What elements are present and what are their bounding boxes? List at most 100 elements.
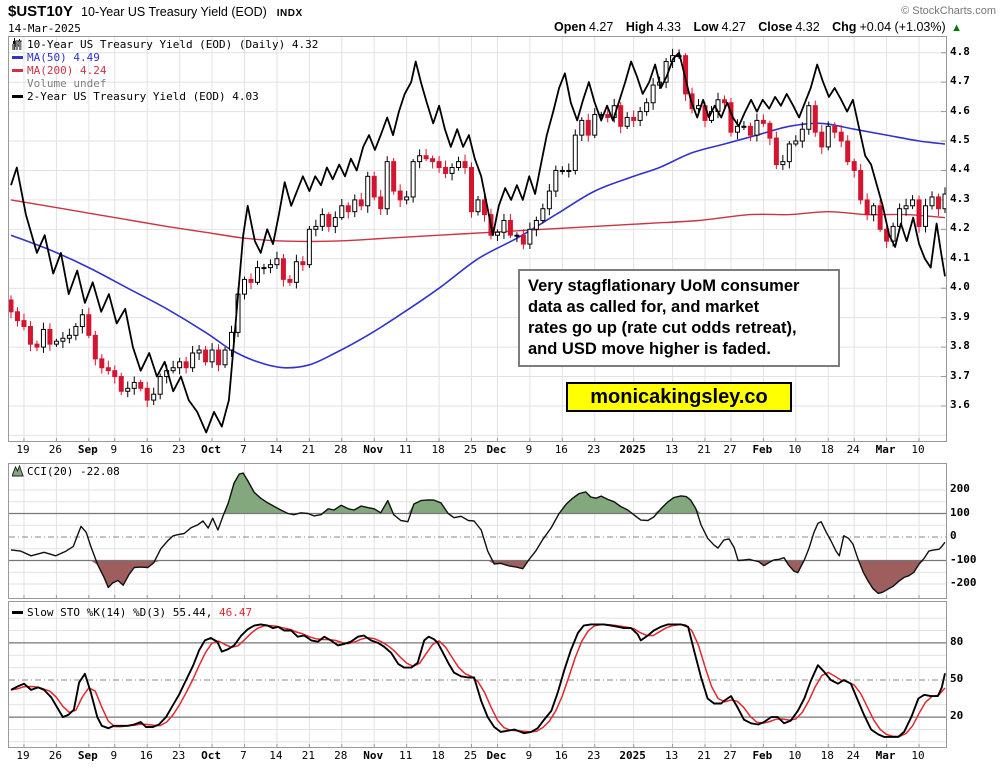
- candle-body: [916, 199, 922, 227]
- y-axis-label: 4.2: [950, 221, 970, 235]
- candle-body: [462, 161, 468, 169]
- stochastic-indicator-panel: Slow STO %K(14) %D(3) 55.44, 46.47: [8, 601, 947, 748]
- two-year-line: [10, 51, 946, 434]
- annotation-line: Very stagflationary UoM consumer: [528, 277, 800, 295]
- candle-body: [786, 143, 792, 163]
- x-axis-label: 23: [587, 749, 601, 762]
- sto-d-line: [10, 623, 946, 738]
- candle-body: [579, 119, 585, 136]
- candle-body: [183, 361, 189, 369]
- candle-body: [138, 381, 144, 389]
- x-axis-label: Dec: [486, 443, 507, 456]
- candle-body: [352, 199, 358, 213]
- y-axis-label: 3.7: [950, 368, 970, 382]
- x-axis-label: 9: [525, 749, 533, 762]
- y-axis-label: 200: [950, 482, 970, 495]
- candle-body: [475, 199, 481, 213]
- x-axis-label: 10: [911, 749, 925, 762]
- exchange-label: INDX: [276, 8, 303, 19]
- candle-body: [248, 278, 254, 283]
- annotation-line: data as called for, and market: [528, 298, 760, 316]
- candle-body: [832, 125, 838, 133]
- candle-body: [683, 55, 689, 95]
- candle-body: [378, 196, 384, 210]
- y-axis-label: -100: [950, 552, 977, 566]
- annotation-line: rates go up (rate cut odds retreat),: [528, 319, 797, 337]
- candle-body: [942, 193, 946, 210]
- candle-body: [825, 125, 831, 148]
- candle-body: [527, 228, 533, 245]
- candle-body: [86, 314, 92, 336]
- x-axis-label: 18: [820, 749, 834, 762]
- candle-body: [345, 205, 351, 213]
- x-axis-label: 21: [301, 749, 315, 762]
- x-axis-label: Sep: [77, 749, 98, 762]
- candle-body: [157, 376, 163, 395]
- candle-body: [754, 119, 760, 136]
- y-axis-label: 80: [950, 634, 964, 648]
- stochastic-chart-svg: [9, 602, 946, 747]
- candle-body: [99, 358, 105, 369]
- candle-body: [741, 125, 747, 128]
- candle-body: [618, 105, 624, 127]
- x-axis-label: 16: [554, 749, 568, 762]
- candle-body: [118, 376, 124, 392]
- high-label: High: [625, 20, 654, 34]
- y-axis-label: 4.6: [950, 103, 970, 117]
- candle-body: [397, 190, 403, 201]
- x-axis-label: 13: [664, 443, 679, 456]
- cci-chart-svg: [9, 464, 946, 598]
- x-axis-label: 9: [525, 443, 533, 456]
- legend-row-price: 10-Year US Treasury Yield (EOD) (Daily) …: [12, 38, 318, 51]
- x-axis-label: 27: [723, 443, 737, 456]
- x-axis-label: Dec: [486, 749, 507, 762]
- candle-body: [747, 125, 753, 136]
- x-axis-label: 19: [16, 443, 30, 456]
- candle-body: [177, 361, 183, 369]
- x-axis-label: 13: [664, 749, 679, 762]
- candle-body: [131, 381, 137, 389]
- open-label: Open: [554, 20, 586, 34]
- x-axis-label: 18: [820, 443, 834, 456]
- y-axis-label: 4.1: [950, 250, 970, 264]
- candle-body: [793, 140, 799, 145]
- y-axis-label: 0: [950, 529, 957, 542]
- y-axis-label: -200: [950, 576, 977, 589]
- candle-body: [819, 131, 825, 148]
- candle-body: [430, 158, 436, 163]
- candle-body: [254, 267, 260, 283]
- x-axis-label: 10: [911, 443, 925, 456]
- x-axis-label: 10: [788, 749, 802, 762]
- x-axis-label: 28: [334, 443, 348, 456]
- x-axis-label: 21: [697, 749, 711, 762]
- candle-body: [624, 116, 630, 127]
- open-value: 4.27: [589, 20, 614, 34]
- x-axis-label: Feb: [752, 749, 773, 762]
- candle-body: [73, 325, 79, 336]
- candle-body: [734, 125, 740, 133]
- x-axis-label: Oct: [201, 443, 221, 456]
- legend-row-sto: Slow STO %K(14) %D(3) 55.44, 46.47: [12, 606, 252, 619]
- symbol-title: $UST10Y: [8, 3, 74, 20]
- candle-body: [423, 155, 429, 160]
- sto-k-value: Slow STO %K(14) %D(3) 55.44,: [27, 606, 213, 619]
- x-axis-label: 26: [48, 443, 63, 456]
- legend-row-ma50: MA(50) 4.49: [12, 51, 318, 64]
- x-axis-label: 2025: [619, 749, 646, 762]
- candle-body: [190, 352, 196, 369]
- x-axis-label: 18: [431, 749, 445, 762]
- candle-body: [300, 261, 306, 266]
- cci-overbought-fill: [11, 473, 945, 514]
- candle-body: [592, 114, 598, 136]
- candle-body: [559, 169, 565, 172]
- candle-body: [293, 261, 299, 283]
- line-icon: [12, 69, 23, 72]
- x-axis-label: 7: [240, 443, 247, 456]
- candle-body: [767, 122, 773, 139]
- y-axis-label: 20: [950, 709, 964, 723]
- candle-body: [631, 116, 637, 121]
- x-axis-label: 7: [240, 749, 247, 762]
- x-axis-label: Nov: [363, 749, 384, 762]
- candle-body: [546, 190, 552, 210]
- high-value: 4.33: [656, 20, 681, 34]
